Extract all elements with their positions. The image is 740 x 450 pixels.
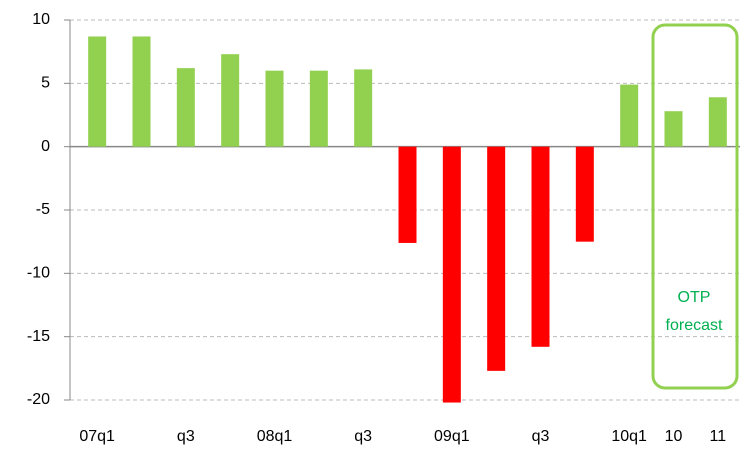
y-tick-label: -5 — [36, 201, 50, 218]
bar — [265, 70, 284, 147]
x-tick-label: 10 — [665, 428, 683, 445]
x-tick-label: 08q1 — [257, 428, 293, 445]
bar — [88, 36, 107, 147]
bar — [354, 69, 373, 147]
x-tick-label: q3 — [177, 428, 195, 445]
y-tick-label: -15 — [27, 328, 50, 345]
annotation: OTP — [678, 289, 711, 306]
x-tick-label: 09q1 — [434, 428, 470, 445]
annotation: forecast — [666, 317, 723, 334]
y-tick-label: -20 — [27, 391, 50, 408]
x-tick-label: 07q1 — [79, 428, 115, 445]
bar — [664, 111, 683, 147]
bar — [309, 70, 328, 147]
bar — [398, 146, 417, 243]
y-tick-label: 10 — [32, 11, 50, 28]
bar — [221, 54, 240, 147]
x-tick-label: q3 — [354, 428, 372, 445]
x-tick-label: q3 — [532, 428, 550, 445]
bar — [708, 97, 727, 147]
bar — [132, 36, 151, 147]
forecast-box — [651, 23, 739, 390]
bar — [176, 68, 195, 147]
bar — [487, 146, 506, 371]
bar — [531, 146, 550, 347]
y-tick-label: -10 — [27, 265, 50, 282]
y-tick-label: 5 — [41, 75, 50, 92]
bar — [620, 84, 639, 147]
bar — [442, 146, 461, 403]
x-tick-label: 10q1 — [611, 428, 647, 445]
x-tick-label: 11 — [710, 428, 727, 445]
bar — [575, 146, 594, 242]
y-tick-label: 0 — [41, 138, 50, 155]
